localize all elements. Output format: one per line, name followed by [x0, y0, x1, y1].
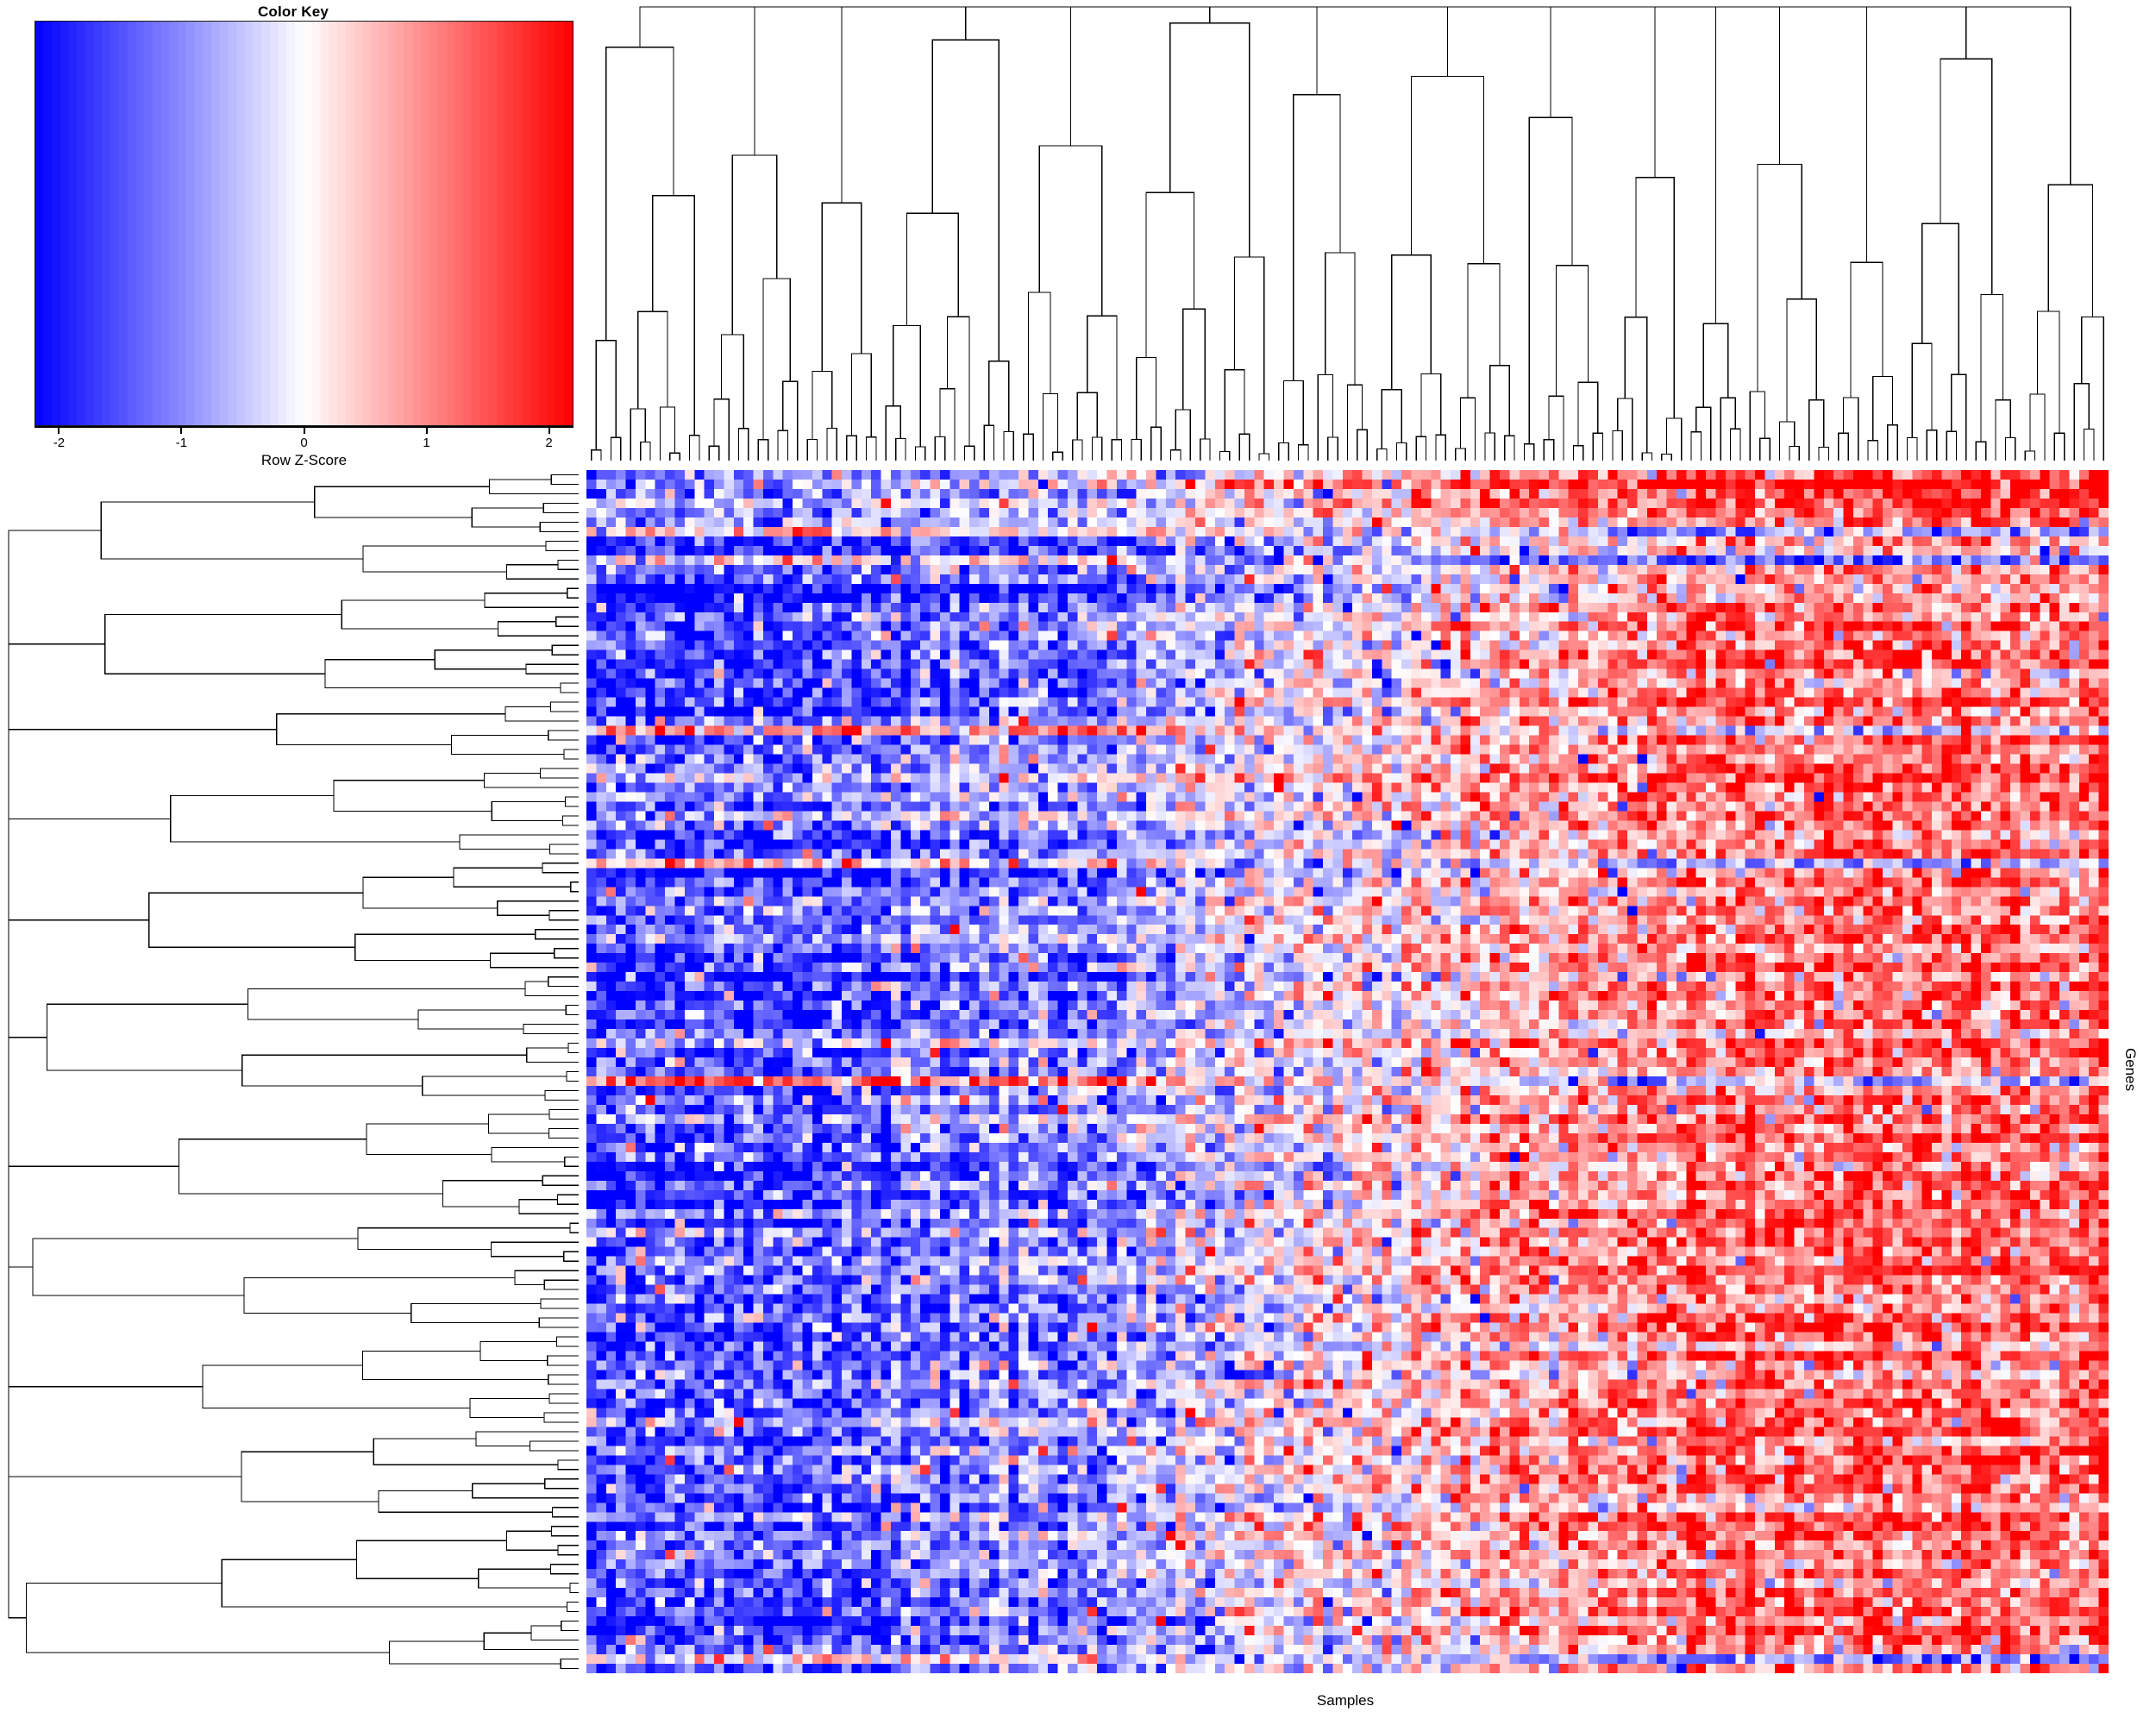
samples-axis-label: Samples — [1316, 1692, 1375, 1709]
color-key-tick-label: -1 — [175, 436, 188, 450]
heatmap-grid — [586, 470, 2109, 1673]
color-key-tick — [58, 426, 60, 434]
color-key-tick — [180, 426, 183, 434]
color-key-tick — [425, 426, 428, 434]
color-key-tick-label: -2 — [53, 436, 66, 450]
column-dendrogram — [586, 5, 2109, 466]
color-key-tick-label: 2 — [545, 436, 553, 450]
color-key-tick — [303, 426, 305, 434]
heatmap-cells — [586, 470, 2109, 1673]
color-key-gradient — [34, 21, 573, 426]
color-key-tick-label: 0 — [300, 436, 308, 450]
dendrogram-branches — [8, 474, 579, 1670]
genes-axis-label: Genes — [2122, 1047, 2139, 1092]
row-dendrogram — [7, 470, 580, 1673]
color-key-axis: -2 -1 0 1 2 Row Z-Score — [34, 426, 573, 471]
color-key-title: Color Key — [257, 3, 329, 20]
color-key-tick-label: 1 — [423, 436, 430, 450]
color-key-tick — [548, 426, 550, 434]
dendrogram-branches — [591, 6, 2104, 461]
color-key-panel: Color Key -2 -1 0 1 2 Row Z-Score — [0, 0, 586, 470]
color-key-axis-label: Row Z-Score — [260, 452, 348, 468]
